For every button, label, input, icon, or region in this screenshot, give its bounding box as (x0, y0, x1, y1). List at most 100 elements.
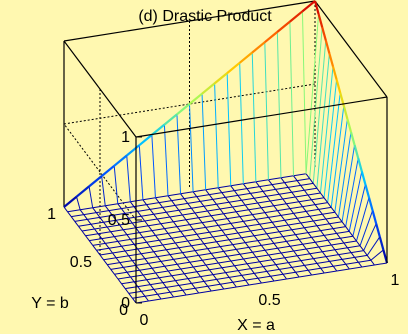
mesh-line (132, 295, 146, 299)
mesh-line (169, 214, 183, 218)
mesh-line (320, 192, 325, 199)
mesh-line (174, 205, 180, 211)
mesh-line (101, 176, 106, 206)
mesh-line (103, 219, 117, 223)
mesh-line (348, 231, 354, 237)
mesh-line (194, 287, 200, 294)
mesh-line (87, 216, 100, 220)
mesh-line (332, 228, 338, 234)
mesh-line (151, 267, 157, 274)
mesh-line (336, 230, 350, 234)
mesh-line (117, 241, 122, 247)
mesh-line (259, 223, 264, 230)
mesh-line (85, 235, 90, 241)
mesh-line (146, 241, 151, 248)
mesh-line (270, 236, 283, 240)
surface-edge-x1 (335, 79, 342, 93)
mesh-line (209, 267, 223, 271)
mesh-line (291, 227, 305, 231)
mesh-line (186, 292, 199, 296)
surface-edge-y1 (75, 185, 90, 198)
tick-labels: 0 0.5 1 0 0.5 1 0 0.5 1 (47, 129, 399, 329)
mesh-line (171, 198, 185, 202)
mesh-line (311, 234, 325, 238)
mesh-line (162, 204, 176, 208)
mesh-line (173, 294, 187, 298)
surface-edge-y1 (289, 10, 304, 23)
mesh-line (361, 264, 375, 268)
mesh-line (207, 208, 221, 212)
mesh-line (237, 230, 251, 234)
mesh-line (143, 272, 156, 276)
mesh-line (216, 279, 221, 285)
mesh-line (160, 223, 165, 229)
mesh-line (300, 258, 314, 262)
mesh-line (104, 243, 110, 249)
mesh-line (90, 221, 104, 225)
mesh-line (199, 201, 205, 207)
x-axis-label: X = a (237, 317, 275, 334)
mesh-line (198, 215, 212, 219)
mesh-line (235, 211, 241, 217)
mesh-line (171, 237, 176, 244)
mesh-line (300, 222, 305, 229)
mesh-line (180, 191, 194, 195)
mesh-line (76, 196, 81, 210)
x-tick-label: 0.5 (258, 292, 280, 309)
mesh-line (252, 251, 257, 258)
mesh-line (167, 193, 181, 197)
mesh-line (226, 255, 232, 262)
mesh-line (325, 254, 339, 258)
mesh-line (187, 203, 192, 209)
mesh-line (121, 208, 126, 214)
mesh-line (106, 264, 112, 270)
mesh-line (212, 196, 226, 200)
mesh-line (241, 235, 255, 239)
mesh-line (347, 247, 352, 253)
mesh-line (293, 213, 298, 219)
mesh-line (341, 145, 356, 222)
mesh-line (176, 224, 190, 228)
mesh-line (357, 261, 363, 268)
mesh-line (130, 274, 144, 278)
mesh-line (92, 207, 97, 213)
mesh-line (157, 216, 170, 220)
mesh-line (117, 203, 122, 209)
mesh-line (255, 181, 260, 187)
mesh-line (345, 158, 359, 227)
grid-line (63, 123, 137, 221)
mesh-line (167, 270, 173, 277)
mesh-line (162, 242, 176, 246)
mesh-line (252, 212, 265, 216)
mesh-line (234, 225, 248, 229)
mesh-line (117, 278, 122, 285)
mesh-line (178, 282, 192, 286)
mesh-line (153, 286, 167, 290)
mesh-line (306, 246, 319, 250)
mesh-line (237, 195, 242, 201)
mesh-line (160, 261, 166, 267)
mesh-line (191, 280, 205, 284)
mesh-line (243, 181, 256, 185)
mesh-line (303, 227, 309, 233)
mesh-line (92, 242, 106, 246)
mesh-line (239, 62, 244, 184)
mesh-line (324, 232, 337, 236)
mesh-line (211, 288, 224, 292)
surface-edge-x1 (353, 144, 360, 159)
mesh-line (112, 252, 117, 259)
mesh-line (245, 240, 258, 244)
mesh-line (345, 263, 350, 270)
mesh-line (163, 124, 169, 196)
mesh-line (234, 263, 248, 267)
mesh-line (165, 249, 171, 255)
mesh-line (338, 252, 352, 256)
mesh-line (267, 179, 273, 185)
mesh-line (219, 206, 233, 210)
mesh-line (305, 173, 311, 179)
mesh-line (293, 210, 307, 214)
surface-edge-y1 (163, 113, 178, 126)
mesh-line (149, 284, 155, 290)
mesh-line (252, 249, 266, 253)
surface-edge-x1 (331, 66, 338, 80)
